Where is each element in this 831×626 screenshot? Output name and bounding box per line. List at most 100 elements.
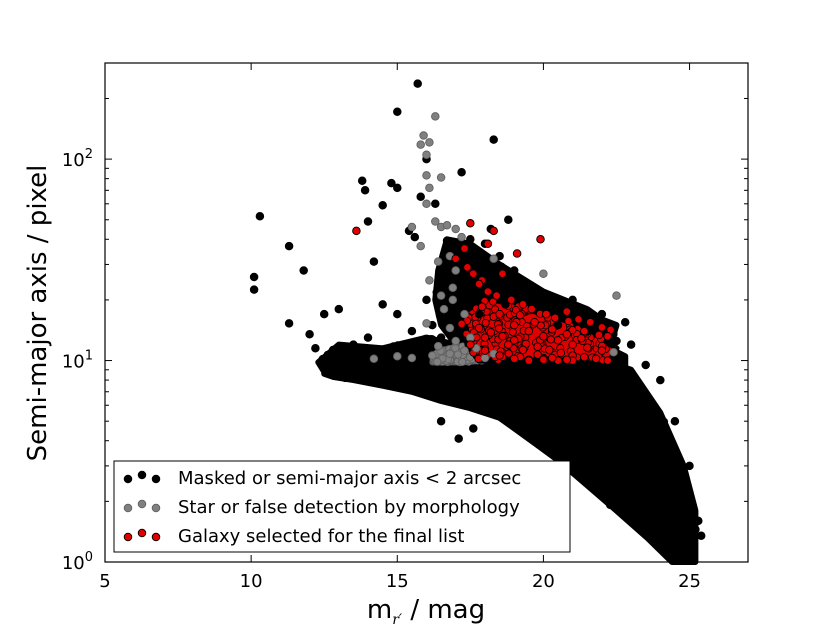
point-series-2: [539, 355, 548, 364]
dense-point: [570, 448, 579, 457]
point-series-0: [696, 531, 706, 540]
point-series-2: [483, 239, 493, 249]
point-series-2: [562, 330, 572, 339]
dense-point: [542, 412, 551, 421]
point-series-2: [480, 346, 490, 355]
legend-marker-0: [123, 474, 133, 484]
dense-point: [546, 335, 555, 344]
point-series-0: [504, 215, 513, 225]
dense-point: [469, 257, 478, 266]
point-series-1: [451, 224, 460, 234]
point-series-0: [305, 330, 314, 339]
dense-point: [590, 408, 599, 417]
plot-frame: [104, 62, 749, 563]
dense-point: [421, 387, 430, 396]
point-series-0: [454, 434, 463, 443]
point-series-1: [451, 336, 460, 346]
point-series-2: [518, 345, 528, 355]
y-tick-label: 101: [62, 349, 93, 373]
legend: Masked or semi-major axis < 2 arcsec Sta…: [113, 460, 571, 553]
x-tick-label: 25: [678, 571, 701, 592]
legend-label-galaxy: Galaxy selected for the final list: [178, 526, 464, 547]
point-series-1: [448, 295, 458, 305]
point-series-2: [536, 235, 545, 244]
point-series-0: [349, 340, 358, 349]
point-series-2: [533, 350, 542, 359]
point-series-1: [422, 199, 431, 209]
dense-point: [483, 269, 492, 278]
point-series-1: [471, 344, 481, 353]
dense-point: [682, 507, 691, 516]
dense-point: [512, 274, 521, 283]
point-series-0: [457, 168, 466, 177]
dense-point: [513, 393, 522, 402]
dense-point: [523, 415, 532, 424]
legend-marker-0: [137, 470, 147, 480]
dense-point: [628, 403, 637, 412]
point-series-2: [498, 332, 507, 341]
legend-marker-1: [137, 499, 147, 509]
point-series-2: [509, 320, 519, 330]
dense-point: [625, 470, 634, 479]
dense-point: [608, 420, 617, 429]
point-series-0: [509, 266, 519, 275]
dense-point: [538, 379, 547, 388]
legend-label-masked: Masked or semi-major axis < 2 arcsec: [178, 468, 521, 489]
point-series-0: [410, 232, 420, 242]
point-series-1: [436, 291, 446, 300]
point-series-0: [363, 333, 373, 342]
dense-point: [522, 395, 531, 404]
axis-ticks: 5 10 15 20 25 100 101 102: [62, 62, 748, 592]
dense-point: [536, 434, 545, 443]
dense-point: [655, 476, 664, 485]
dense-point: [650, 481, 659, 490]
dense-point: [422, 344, 431, 353]
point-series-1: [445, 349, 455, 359]
point-series-2: [507, 295, 516, 305]
point-series-2: [466, 219, 475, 228]
point-series-1: [448, 283, 458, 292]
dense-point: [636, 439, 645, 448]
dense-point: [583, 405, 592, 414]
point-series-1: [439, 304, 449, 314]
dense-point: [492, 376, 501, 385]
point-series-2: [562, 355, 572, 364]
point-series-2: [474, 279, 484, 289]
point-series-1: [442, 220, 452, 230]
point-series-2: [524, 326, 534, 336]
point-series-2: [547, 325, 557, 334]
point-series-1: [457, 232, 466, 242]
point-series-2: [512, 249, 522, 258]
x-tick-label: 10: [240, 571, 263, 592]
dense-point: [613, 360, 622, 369]
dense-point: [590, 387, 599, 396]
dense-point: [413, 387, 422, 396]
point-series-1: [466, 333, 475, 342]
dense-point: [435, 311, 444, 320]
point-series-0: [661, 488, 671, 498]
dense-point: [561, 430, 570, 439]
point-series-0: [393, 107, 402, 116]
dense-point: [564, 317, 573, 326]
dense-point: [604, 405, 613, 414]
point-series-2: [474, 323, 484, 333]
point-series-2: [495, 309, 504, 319]
dense-point: [624, 431, 633, 440]
point-series-2: [498, 269, 507, 278]
point-series-2: [509, 354, 519, 364]
point-series-2: [483, 287, 493, 296]
dense-point: [638, 400, 647, 409]
dense-point: [499, 412, 508, 421]
point-series-0: [284, 241, 294, 251]
dense-point: [555, 447, 564, 456]
point-series-2: [530, 317, 539, 327]
point-series-0: [363, 217, 373, 226]
dense-point: [643, 527, 652, 536]
point-series-0: [694, 516, 703, 526]
dense-point: [433, 357, 442, 366]
point-series-2: [463, 263, 472, 272]
point-series-0: [691, 525, 700, 534]
dense-point: [554, 388, 563, 397]
dense-point: [651, 424, 660, 433]
